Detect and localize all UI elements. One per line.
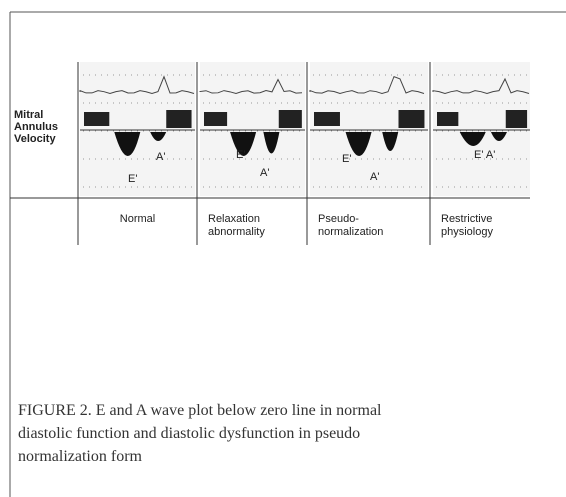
figure: MitralAnnulusVelocity E' A' Normal E' A' Relax…	[0, 0, 566, 497]
panel-label: Normal	[120, 213, 155, 225]
row-label: Annulus	[14, 121, 58, 133]
band	[84, 112, 109, 126]
wave-label: E'	[236, 149, 245, 161]
caption: normalization form	[18, 448, 143, 465]
panel-label: abnormality	[208, 226, 265, 238]
band	[279, 110, 302, 128]
panel	[310, 62, 428, 196]
band	[204, 112, 227, 126]
band	[314, 112, 340, 126]
band	[399, 110, 425, 128]
panel-label: normalization	[318, 226, 383, 238]
panel-label: Pseudo-	[318, 213, 359, 225]
panel-label: physiology	[441, 226, 493, 238]
wave-label: A'	[370, 171, 379, 183]
band	[506, 110, 527, 128]
wave-label: A'	[156, 151, 165, 163]
panel	[80, 62, 195, 196]
caption: FIGURE 2. E and A wave plot below zero l…	[18, 402, 382, 419]
row-label: Velocity	[14, 133, 56, 145]
wave-label: E'	[128, 173, 137, 185]
page: MitralAnnulusVelocity E' A' Normal E' A' Relax…	[0, 0, 566, 497]
panel-label: Restrictive	[441, 213, 492, 225]
panel-label: Relaxation	[208, 213, 260, 225]
band	[166, 110, 191, 128]
band	[437, 112, 458, 126]
wave-label: E' A'	[474, 149, 495, 161]
wave-label: E'	[342, 153, 351, 165]
wave-label: A'	[260, 167, 269, 179]
caption: diastolic function and diastolic dysfunc…	[18, 425, 360, 442]
panel	[433, 62, 530, 196]
row-label: Mitral	[14, 109, 43, 121]
panel	[200, 62, 305, 196]
